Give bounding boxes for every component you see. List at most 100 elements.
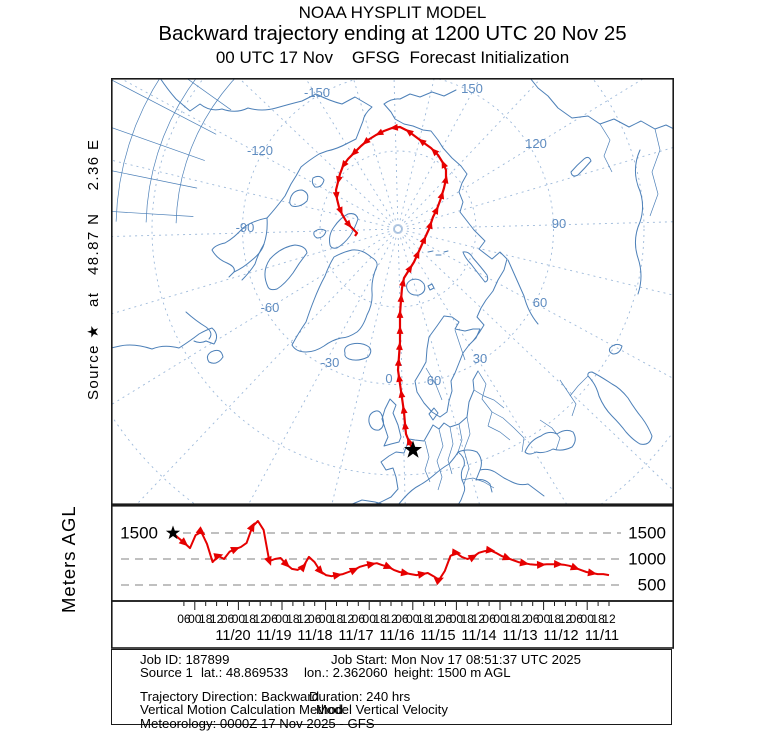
y-tick-label: 1500	[628, 524, 666, 543]
hour-label: 00	[232, 612, 246, 626]
graticule-label: 150	[461, 81, 483, 96]
hour-label: 18	[243, 612, 257, 626]
graticule-label: 60	[533, 295, 547, 310]
page-title: NOAA HYSPLIT MODEL	[298, 3, 487, 22]
hour-label: 18	[461, 612, 475, 626]
hour-labels: 0600181206001812060018120600181206001812…	[177, 612, 616, 626]
hour-label: 00	[363, 612, 377, 626]
date-label: 11/14	[461, 628, 496, 644]
hour-ticks	[183, 602, 610, 610]
y-tick-label: 1000	[628, 550, 666, 569]
hour-label: 18	[504, 612, 518, 626]
coastlines	[111, 78, 674, 505]
hour-label: 06	[526, 612, 540, 626]
date-labels: 11/20 11/19 11/18 11/17 11/16 11/15 11/14 11/13…	[215, 628, 619, 644]
hour-label: 18	[286, 612, 300, 626]
info-line-direction: Trajectory Direction: BackwardDuration: …	[112, 688, 671, 704]
country-borders	[424, 123, 661, 491]
hour-label: 00	[275, 612, 289, 626]
date-label: 11/15	[420, 628, 455, 644]
job-id: Job ID: 187899	[140, 652, 230, 667]
gridlines	[121, 532, 621, 586]
hour-label: 06	[264, 612, 278, 626]
height-profile-svg: 5001000150015000600181206001812060018120…	[111, 504, 675, 649]
hour-label: 12	[210, 612, 224, 626]
height-profile-panel: 500 1000 1500 1500 06 00 18 12 06 00 18 12 06 00 18 12 0…	[111, 504, 675, 656]
hour-label: 18	[548, 612, 562, 626]
meteorology: Meteorology: 0000Z 17 Nov 2025 - GFS	[140, 715, 375, 731]
height-markers	[178, 522, 598, 586]
graticule-labels: -150 150 -120 120 -90 90 -60 60 -30 30 0 60	[236, 81, 567, 388]
duration: Duration: 240 hrs	[309, 688, 411, 704]
hour-label: 12	[428, 612, 442, 626]
hour-label: 06	[395, 612, 409, 626]
hour-label: 00	[581, 612, 595, 626]
source-name: Source 1	[140, 665, 193, 681]
graticule-label: 120	[525, 136, 547, 151]
hour-label: 18	[199, 612, 213, 626]
hour-label: 00	[406, 612, 420, 626]
hour-label: 06	[352, 612, 366, 626]
axis-band-frame	[111, 600, 675, 649]
start-height-label: 1500	[120, 524, 158, 543]
graticule-label: -60	[261, 300, 280, 315]
hour-label: 12	[254, 612, 268, 626]
hour-label: 06	[439, 612, 453, 626]
source-lat: lat.: 48.869533	[201, 665, 289, 681]
y-axis-labels: 500 1000 1500	[628, 524, 666, 595]
hour-label: 06	[308, 612, 322, 626]
height-line	[172, 520, 610, 581]
source-location-label: Source ★ at 48.87 N 2.36 E	[85, 138, 102, 400]
height-panel-frame	[111, 504, 675, 602]
hour-label: 06	[482, 612, 496, 626]
graticule-label: -120	[247, 143, 273, 158]
run-info-box: Job ID: 187899 Job Start: Mon Nov 17 08:5…	[111, 649, 672, 730]
trajectory-map: -150 150 -120 120 -90 90 -60 60 -30 30 0 60	[111, 78, 675, 510]
admin-borders-na	[111, 78, 236, 224]
date-label: 11/19	[256, 628, 291, 644]
hour-label: 18	[417, 612, 431, 626]
hour-label: 18	[591, 612, 605, 626]
hour-label: 06	[177, 612, 191, 626]
source-lon: lon.: 2.362060	[304, 665, 388, 681]
source-star-icon	[404, 440, 422, 458]
graticule-label: -150	[304, 85, 330, 100]
start-star-icon	[165, 525, 181, 540]
hour-label: 00	[188, 612, 202, 626]
y-tick-label: 500	[638, 576, 666, 595]
map-layers: -150 150 -120 120 -90 90 -60 60 -30 30 0 60	[111, 78, 674, 505]
date-label: 11/16	[379, 628, 414, 644]
graticule	[111, 78, 674, 505]
hour-label: 12	[602, 612, 616, 626]
hour-label: 00	[537, 612, 551, 626]
graticule-label: 90	[552, 216, 566, 231]
job-start: Job Start: Mon Nov 17 08:51:37 UTC 2025	[331, 652, 581, 667]
trajectory-markers	[332, 123, 449, 446]
graticule-label: -30	[321, 355, 340, 370]
hour-label: 00	[493, 612, 507, 626]
date-label: 11/13	[502, 628, 537, 644]
info-line-job: Job ID: 187899 Job Start: Mon Nov 17 08:5…	[112, 652, 671, 667]
info-line-meteorology: Meteorology: 0000Z 17 Nov 2025 - GFS	[112, 715, 671, 731]
graticule-label: 30	[473, 351, 487, 366]
hour-label: 06	[570, 612, 584, 626]
hour-label: 12	[472, 612, 486, 626]
date-label: 11/18	[297, 628, 332, 644]
vertical-motion-method: Model Vertical Velocity	[316, 702, 448, 718]
hour-label: 12	[559, 612, 573, 626]
source-height: height: 1500 m AGL	[394, 665, 511, 681]
hour-label: 12	[297, 612, 311, 626]
vertical-motion-label: Vertical Motion Calculation Method:	[140, 702, 347, 718]
graticule-label: 0	[385, 371, 392, 386]
trajectory-direction: Trajectory Direction: Backward	[140, 688, 320, 704]
hour-label: 12	[341, 612, 355, 626]
map-svg: -150 150 -120 120 -90 90 -60 60 -30 30 0 60	[111, 78, 675, 505]
info-line-source: Source 1 lat.: 48.869533 lon.: 2.362060 hei…	[112, 665, 671, 681]
hour-label: 00	[319, 612, 333, 626]
date-label: 11/17	[338, 628, 373, 644]
subtitle-initialization: 00 UTC 17 Nov GFSG Forecast Initializati…	[215, 48, 570, 67]
subtitle-ending-time: Backward trajectory ending at 1200 UTC 2…	[158, 22, 627, 45]
hour-label: 00	[450, 612, 464, 626]
hour-label: 06	[221, 612, 235, 626]
